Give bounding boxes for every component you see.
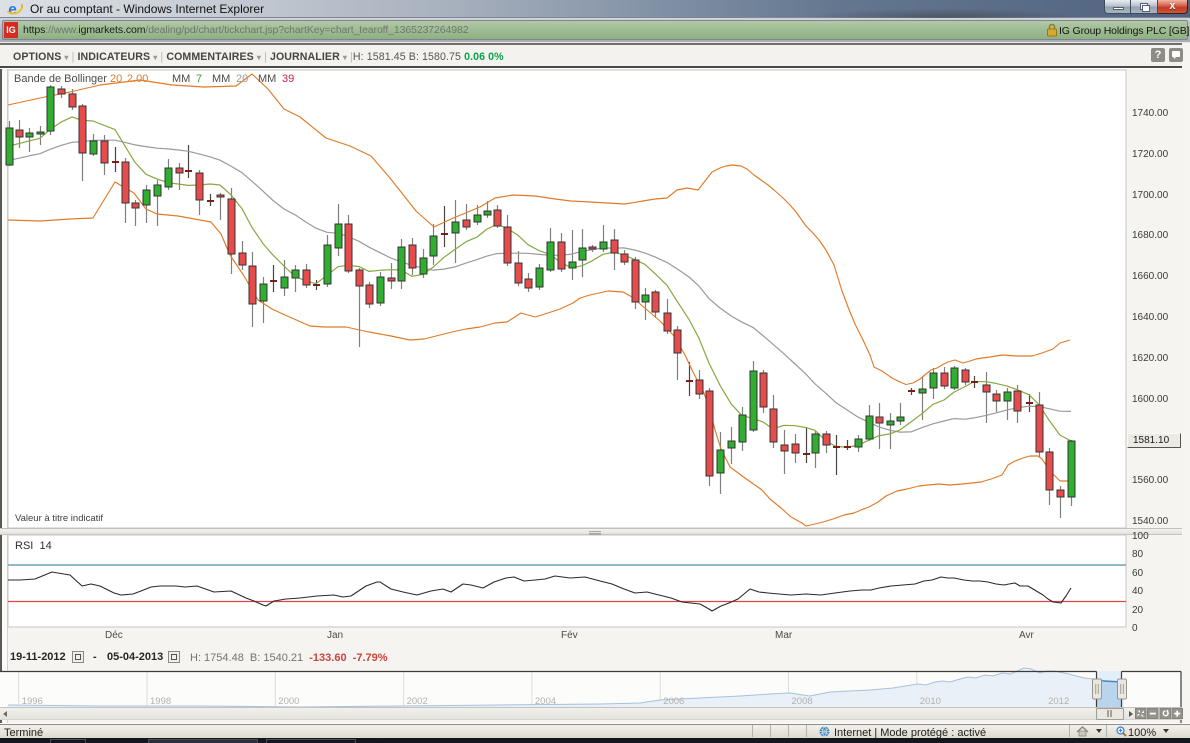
svg-text:1998: 1998 — [150, 696, 171, 707]
svg-text:2002: 2002 — [407, 696, 428, 707]
svg-text:2008: 2008 — [792, 696, 813, 707]
svg-text:2000: 2000 — [278, 696, 299, 707]
svg-text:1996: 1996 — [22, 696, 43, 707]
svg-text:2012: 2012 — [1048, 696, 1069, 707]
svg-text:2004: 2004 — [535, 696, 556, 707]
svg-text:2010: 2010 — [920, 696, 941, 707]
svg-text:2006: 2006 — [663, 696, 684, 707]
svg-text:e: e — [8, 2, 17, 19]
